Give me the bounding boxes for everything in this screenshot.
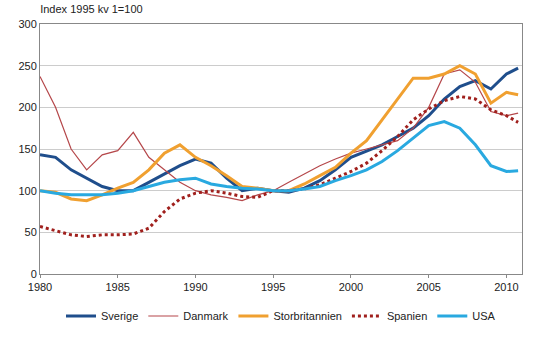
svg-text:USA: USA bbox=[472, 310, 495, 322]
svg-text:250: 250 bbox=[18, 60, 36, 72]
svg-text:0: 0 bbox=[31, 268, 37, 280]
svg-text:2005: 2005 bbox=[416, 281, 440, 293]
svg-text:Spanien: Spanien bbox=[387, 310, 427, 322]
svg-text:150: 150 bbox=[18, 143, 36, 155]
svg-text:1980: 1980 bbox=[28, 281, 52, 293]
svg-text:1990: 1990 bbox=[183, 281, 207, 293]
svg-text:Danmark: Danmark bbox=[183, 310, 228, 322]
svg-text:1995: 1995 bbox=[261, 281, 285, 293]
svg-text:100: 100 bbox=[18, 185, 36, 197]
svg-text:Storbritannien: Storbritannien bbox=[273, 310, 342, 322]
svg-text:2010: 2010 bbox=[494, 281, 518, 293]
svg-text:2000: 2000 bbox=[339, 281, 363, 293]
svg-text:Sverige: Sverige bbox=[101, 310, 138, 322]
svg-text:50: 50 bbox=[25, 226, 37, 238]
svg-text:1985: 1985 bbox=[105, 281, 129, 293]
svg-text:Index 1995 kv 1=100: Index 1995 kv 1=100 bbox=[40, 3, 142, 15]
svg-text:200: 200 bbox=[18, 101, 36, 113]
svg-text:300: 300 bbox=[18, 18, 36, 30]
